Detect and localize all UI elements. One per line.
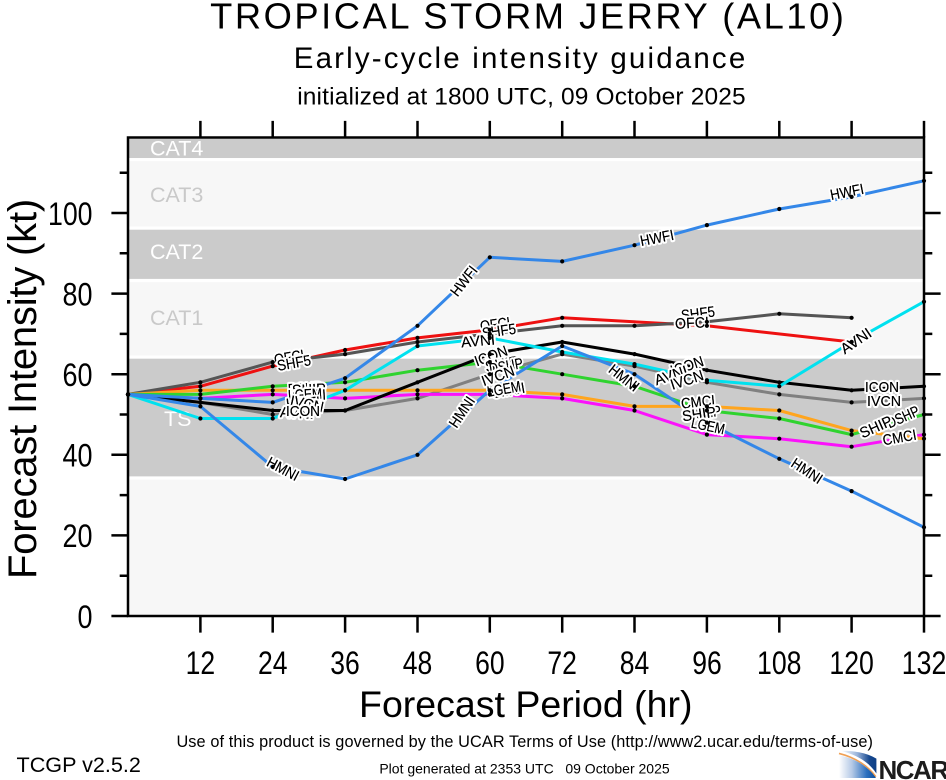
svg-text:CMCI: CMCI xyxy=(490,380,526,403)
svg-text:CMCI: CMCI xyxy=(292,387,327,406)
svg-text:HWFI: HWFI xyxy=(285,394,320,413)
svg-text:100: 100 xyxy=(48,196,93,232)
svg-text:ICON: ICON xyxy=(286,403,320,420)
svg-text:OFCI: OFCI xyxy=(675,314,710,333)
svg-text:84: 84 xyxy=(620,645,650,681)
svg-text:CAT3: CAT3 xyxy=(150,183,203,207)
svg-text:AVNI: AVNI xyxy=(280,404,315,423)
svg-text:96: 96 xyxy=(692,645,722,681)
svg-text:DSHP: DSHP xyxy=(686,403,722,425)
svg-text:CAT4: CAT4 xyxy=(150,137,203,161)
svg-text:DSHP: DSHP xyxy=(488,355,524,378)
svg-text:ICON: ICON xyxy=(865,379,899,396)
svg-text:CMCI: CMCI xyxy=(881,427,917,450)
svg-text:AVNI: AVNI xyxy=(280,404,315,423)
svg-text:SHIP: SHIP xyxy=(292,381,327,400)
svg-text:LGEM: LGEM xyxy=(690,415,727,439)
svg-text:108: 108 xyxy=(757,645,802,681)
svg-text:OFCL: OFCL xyxy=(273,346,309,369)
svg-text:IVCN: IVCN xyxy=(289,393,326,417)
svg-text:LGEM: LGEM xyxy=(288,386,323,405)
svg-text:48: 48 xyxy=(403,645,433,681)
svg-text:initialized at 1800 UTC, 09 Oc: initialized at 1800 UTC, 09 October 2025 xyxy=(297,84,746,111)
svg-text:AVNI: AVNI xyxy=(460,332,495,352)
svg-text:NCAR: NCAR xyxy=(879,755,946,780)
svg-text:Forecast Period (hr): Forecast Period (hr) xyxy=(359,683,692,725)
svg-text:DSHP: DSHP xyxy=(288,380,323,399)
svg-text:SHF5: SHF5 xyxy=(680,303,716,324)
svg-text:HWFI: HWFI xyxy=(639,227,676,250)
svg-text:Early-cycle intensity guidance: Early-cycle intensity guidance xyxy=(294,42,748,75)
svg-text:OFCI: OFCI xyxy=(675,314,710,333)
svg-text:CAT2: CAT2 xyxy=(150,240,203,264)
svg-text:TCGP v2.5.2: TCGP v2.5.2 xyxy=(17,752,141,777)
svg-text:IVCN: IVCN xyxy=(867,393,901,410)
svg-text:HWFI: HWFI xyxy=(829,181,866,204)
svg-text:120: 120 xyxy=(829,645,874,681)
svg-text:60: 60 xyxy=(63,357,93,393)
svg-text:SHF5: SHF5 xyxy=(276,352,312,375)
svg-text:CAT1: CAT1 xyxy=(150,306,203,330)
svg-text:Forecast Intensity (kt): Forecast Intensity (kt) xyxy=(1,199,45,579)
svg-text:80: 80 xyxy=(63,276,93,312)
svg-text:36: 36 xyxy=(330,645,360,681)
svg-text:20: 20 xyxy=(63,518,93,554)
svg-text:132: 132 xyxy=(902,645,946,681)
svg-text:HWFI: HWFI xyxy=(285,394,320,413)
svg-text:ICON: ICON xyxy=(865,379,899,396)
svg-text:TROPICAL STORM JERRY (AL10): TROPICAL STORM JERRY (AL10) xyxy=(210,0,846,37)
svg-text:LGEM: LGEM xyxy=(288,386,323,405)
svg-text:IVCN: IVCN xyxy=(867,393,901,410)
svg-text:AVNI: AVNI xyxy=(460,332,495,352)
svg-text:SHIP: SHIP xyxy=(292,381,327,400)
svg-text:LGEM: LGEM xyxy=(486,378,522,401)
svg-text:SHIP: SHIP xyxy=(484,353,520,376)
svg-text:72: 72 xyxy=(547,645,577,681)
svg-text:DSHP: DSHP xyxy=(288,380,323,399)
svg-text:0: 0 xyxy=(78,599,93,635)
svg-text:CMCI: CMCI xyxy=(292,387,327,406)
svg-text:Use of this product is governe: Use of this product is governed by the U… xyxy=(176,733,873,751)
svg-text:60: 60 xyxy=(475,645,505,681)
svg-text:ICON: ICON xyxy=(286,403,320,420)
svg-text:Plot generated at 2353 UTC 0: Plot generated at 2353 UTC 09 October 20… xyxy=(379,761,670,777)
svg-text:24: 24 xyxy=(258,645,288,681)
svg-text:12: 12 xyxy=(186,645,216,681)
svg-text:40: 40 xyxy=(63,438,93,474)
